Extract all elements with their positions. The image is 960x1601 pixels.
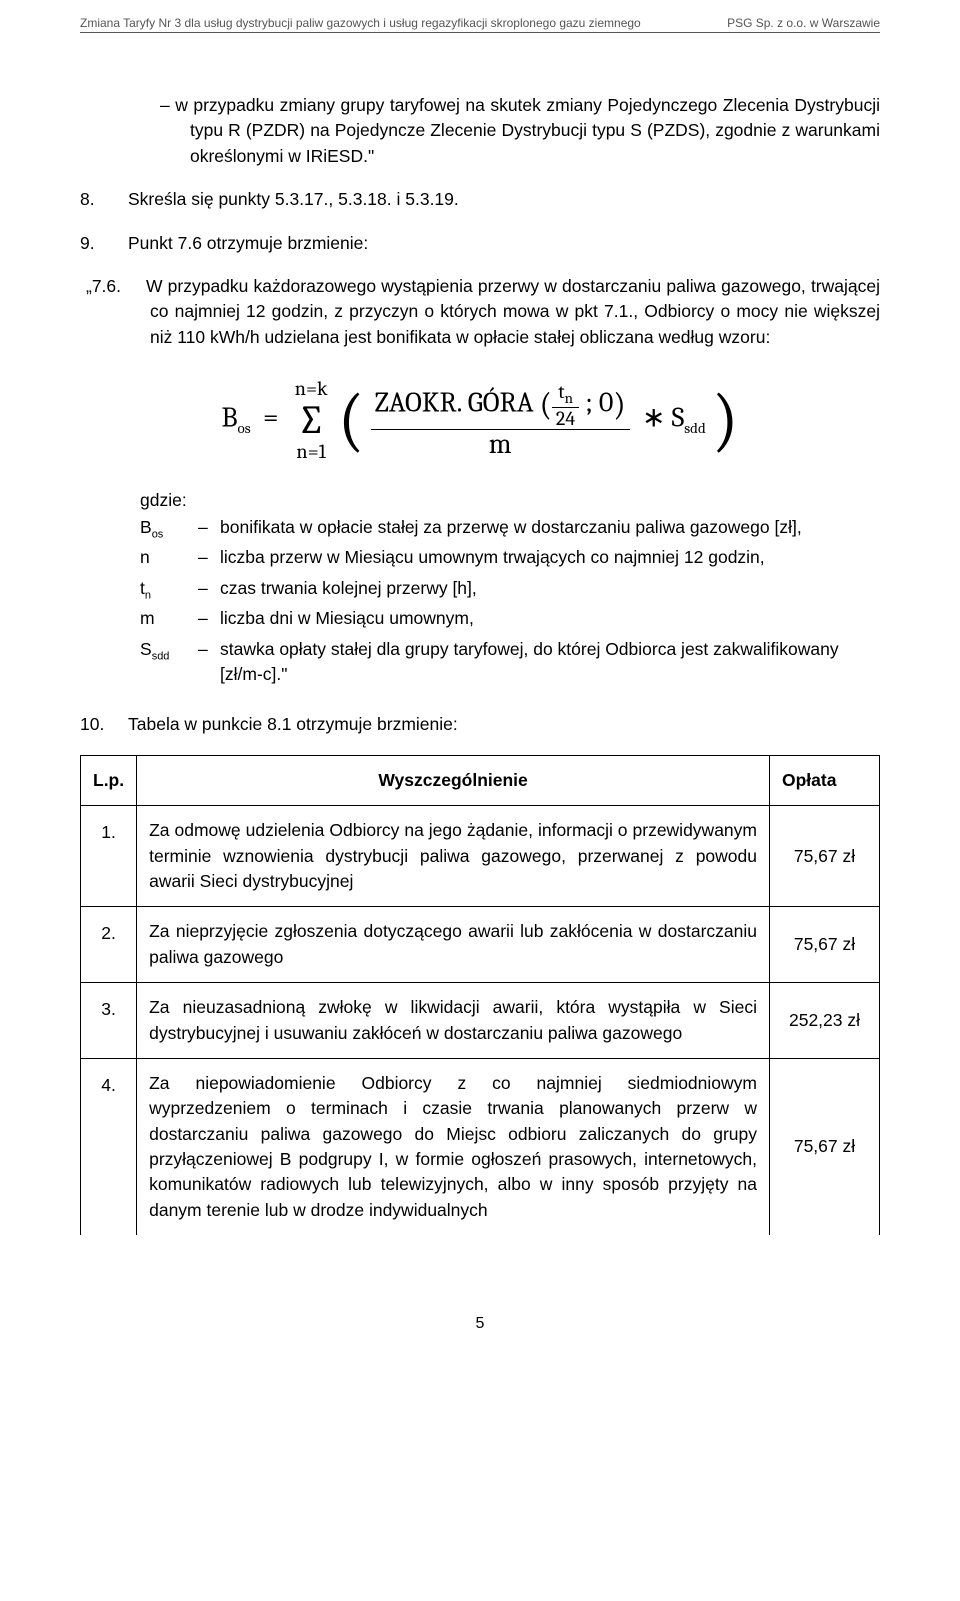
inner-top: tn [552,381,579,408]
clause-7-6-num: „7.6. [86,274,146,299]
cell-desc: Za odmowę udzielenia Odbiorcy na jego żą… [137,806,770,907]
fees-table: L.p. Wyszczególnienie Opłata 1. Za odmow… [80,755,880,1235]
legend: gdzie: Bos – bonifikata w opłacie stałej… [140,490,880,688]
lhs-sym: B [221,402,237,434]
item-10: 10.Tabela w punkcie 8.1 otrzymuje brzmie… [80,712,880,737]
legend-dash-icon: – [198,545,220,573]
legend-dash-icon: – [198,637,220,688]
item-8-text: Skreśla się punkty 5.3.17., 5.3.18. i 5.… [128,189,459,209]
item-8-num: 8. [80,187,128,212]
legend-text: bonifikata w opłacie stałej za przerwę w… [220,515,880,543]
legend-row: Bos – bonifikata w opłacie stałej za prz… [140,515,880,543]
legend-dash-icon: – [198,606,220,634]
sum-top: n=k [291,378,332,399]
legend-title: gdzie: [140,490,880,511]
col-lp: L.p. [81,755,137,805]
func-name: ZAOKR. GÓRA [375,386,534,418]
table-row: 2. Za nieprzyjęcie zgłoszenia dotycząceg… [81,907,880,983]
sum-limits: n=k ∑ n=1 [291,378,332,462]
cell-desc: Za nieuzasadnioną zwłokę w likwidacji aw… [137,983,770,1059]
cell-op: 75,67 zł [770,806,880,907]
frac-top: ZAOKR. GÓRA (tn24 ; 0) [371,381,630,430]
frac-bot: m [371,430,630,459]
item-8: 8.Skreśla się punkty 5.3.17., 5.3.18. i … [80,187,880,212]
main-frac: ZAOKR. GÓRA (tn24 ; 0) m [371,381,630,459]
sigma-icon: ∑ [297,397,325,443]
lparen-inner-icon: ( [540,386,552,423]
legend-text: liczba dni w Miesiącu umownym, [220,606,880,634]
legend-dash-icon: – [198,576,220,604]
rhs-sub: sdd [684,419,705,437]
page: Zmiana Taryfy Nr 3 dla usług dystrybucji… [0,0,960,1373]
inner-frac: tn24 [552,381,579,429]
col-wy: Wyszczególnienie [137,755,770,805]
legend-sym: Ssdd [140,637,198,688]
cell-lp: 4. [81,1058,137,1235]
legend-sym: Bos [140,515,198,543]
item-9-num: 9. [80,231,128,256]
cell-op: 75,67 zł [770,1058,880,1235]
header-right: PSG Sp. z o.o. w Warszawie [727,16,880,30]
legend-text: stawka opłaty stałej dla grupy taryfowej… [220,637,880,688]
legend-row: m – liczba dni w Miesiącu umownym, [140,606,880,634]
item-10-text: Tabela w punkcie 8.1 otrzymuje brzmienie… [128,714,458,734]
legend-row: tn – czas trwania kolejnej przerwy [h], [140,576,880,604]
rparen-big-icon: ) [712,380,739,461]
inner-arg2: 0 [599,386,613,418]
clause-7-6-text: W przypadku każdorazowego wystąpienia pr… [146,276,880,347]
legend-sym: m [140,606,198,634]
rparen-inner-icon: ) [613,386,625,423]
page-number: 5 [80,1315,880,1333]
cell-desc: Za niepowiadomienie Odbiorcy z co najmni… [137,1058,770,1235]
legend-row: n – liczba przerw w Miesiącu umownym trw… [140,545,880,573]
legend-sym: n [140,545,198,573]
cell-lp: 2. [81,907,137,983]
cell-lp: 1. [81,806,137,907]
item-9: 9.Punkt 7.6 otrzymuje brzmienie: [80,231,880,256]
table-row: 3. Za nieuzasadnioną zwłokę w likwidacji… [81,983,880,1059]
item-9-text: Punkt 7.6 otrzymuje brzmienie: [128,233,368,253]
cell-op: 252,23 zł [770,983,880,1059]
col-op: Opłata [770,755,880,805]
header-left: Zmiana Taryfy Nr 3 dla usług dystrybucji… [80,16,641,30]
table-row: 4. Za niepowiadomienie Odbiorcy z co naj… [81,1058,880,1235]
legend-sym: tn [140,576,198,604]
lparen-big-icon: ( [338,380,365,461]
legend-text: liczba przerw w Miesiącu umownym trwając… [220,545,880,573]
rhs-sym: S [672,402,685,434]
table-row: 1. Za odmowę udzielenia Odbiorcy na jego… [81,806,880,907]
cell-desc: Za nieprzyjęcie zgłoszenia dotyczącego a… [137,907,770,983]
bullet-para: w przypadku zmiany grupy taryfowej na sk… [80,93,880,169]
clause-7-6: „7.6.W przypadku każdorazowego wystąpien… [80,274,880,350]
inner-bot: 24 [552,408,579,429]
lhs-sub: os [238,419,251,437]
sum-bot: n=1 [291,441,332,462]
table-head-row: L.p. Wyszczególnienie Opłata [81,755,880,805]
legend-row: Ssdd – stawka opłaty stałej dla grupy ta… [140,637,880,688]
page-header: Zmiana Taryfy Nr 3 dla usług dystrybucji… [80,16,880,33]
cell-op: 75,67 zł [770,907,880,983]
cell-lp: 3. [81,983,137,1059]
legend-dash-icon: – [198,515,220,543]
legend-text: czas trwania kolejnej przerwy [h], [220,576,880,604]
item-10-num: 10. [80,712,128,737]
formula: Bos = n=k ∑ n=1 ( ZAOKR. GÓRA (tn24 ; 0)… [80,378,880,462]
